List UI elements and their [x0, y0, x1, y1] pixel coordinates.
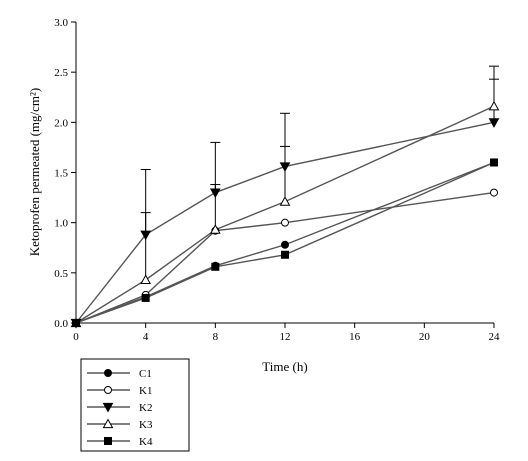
- legend-marker-c1: [104, 369, 112, 377]
- y-tick-label: 2.5: [54, 67, 68, 79]
- error-bars: [140, 65, 499, 280]
- legend-label-c1: C1: [139, 368, 152, 380]
- x-tick-label: 16: [349, 331, 361, 343]
- x-tick-label: 0: [73, 331, 79, 343]
- legend-marker-k3: [102, 418, 114, 429]
- x-tick-label: 20: [419, 331, 431, 343]
- y-tick-label: 0.5: [54, 268, 68, 280]
- legend-marker-k2: [102, 402, 114, 413]
- y-axis-label: Ketoprofen permeated (mg/cm²): [27, 88, 42, 257]
- data-point-k2: [209, 188, 221, 199]
- data-point-k1: [490, 188, 498, 197]
- y-tick-label: 1.5: [54, 168, 68, 180]
- markers: [70, 100, 500, 329]
- data-point-k3: [209, 224, 221, 234]
- x-axis-label: Time (h): [262, 359, 307, 374]
- data-point-k2: [488, 118, 500, 128]
- legend-label-k4: K4: [139, 436, 153, 448]
- data-point-k3: [279, 196, 291, 206]
- data-point-k4: [211, 262, 220, 271]
- y-tick-label: 0.0: [54, 318, 68, 330]
- legend-label-k2: K2: [139, 402, 152, 414]
- y-tick-label: 3.0: [54, 17, 68, 29]
- legend-label-k3: K3: [139, 419, 153, 431]
- data-point-k2: [279, 162, 291, 173]
- axes: 0 4 8 12 16 20 24 0.0 0.5 1.0 1.5 2.0 2.5 3.0: [54, 17, 500, 343]
- data-point-c1: [281, 240, 289, 249]
- x-tick-label: 24: [489, 331, 501, 343]
- data-point-k4: [141, 293, 150, 302]
- legend-box: [80, 358, 190, 452]
- data-point-k1: [281, 218, 289, 227]
- data-point-k3: [488, 100, 500, 111]
- legend-marker-k4: [104, 437, 112, 445]
- y-tick-label: 2.0: [54, 117, 68, 129]
- data-point-k4: [490, 158, 498, 167]
- data-point-k4: [72, 319, 80, 327]
- x-tick-label: 4: [143, 331, 149, 343]
- x-tick-label: 8: [213, 331, 219, 343]
- data-point-k2: [140, 230, 152, 241]
- x-tick-label: 12: [280, 331, 291, 343]
- data-point-k3: [140, 274, 152, 284]
- y-tick-label: 1.0: [54, 218, 68, 230]
- legend-marker-k1: [104, 386, 112, 394]
- legend-label-k1: K1: [139, 385, 152, 397]
- data-point-k4: [281, 250, 289, 259]
- legend: C1 K1 K2 K3 K4: [80, 358, 190, 452]
